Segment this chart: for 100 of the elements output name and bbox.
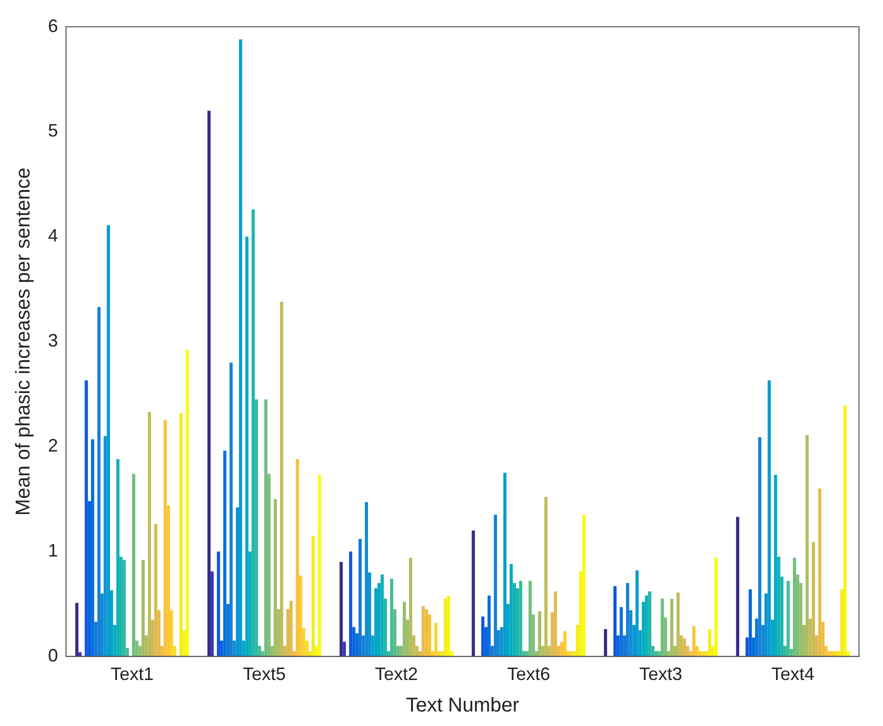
y-tick-label: 3 <box>48 330 58 351</box>
bar <box>179 412 183 656</box>
bar <box>122 560 126 656</box>
bar <box>106 225 110 656</box>
bar <box>548 646 551 656</box>
bar <box>692 626 696 656</box>
bar <box>424 609 428 656</box>
bar <box>349 551 352 656</box>
bar <box>783 646 787 656</box>
bar <box>541 646 544 656</box>
bar <box>422 606 425 656</box>
bar <box>516 588 520 656</box>
x-tick-label: Text1 <box>110 664 154 684</box>
y-tick-label: 0 <box>48 645 58 666</box>
bar <box>774 474 778 656</box>
bar <box>386 651 390 656</box>
bar <box>267 474 271 656</box>
bar <box>799 582 802 656</box>
bar <box>135 640 138 656</box>
bar <box>808 618 812 656</box>
bar <box>802 624 806 656</box>
bar <box>318 474 322 656</box>
bar <box>252 209 255 656</box>
bar <box>582 514 586 656</box>
bar <box>768 380 771 656</box>
bar <box>626 582 630 656</box>
bar <box>667 651 670 656</box>
bar <box>654 651 658 656</box>
y-tick-label: 6 <box>48 16 58 36</box>
bar <box>261 651 264 656</box>
bar <box>396 646 400 656</box>
bar <box>412 635 416 656</box>
bar <box>635 570 639 656</box>
bar <box>340 562 343 656</box>
bar <box>786 580 790 656</box>
bar <box>758 437 762 656</box>
x-tick-label: Text5 <box>242 664 286 684</box>
bar <box>446 596 450 656</box>
x-tick-label: Text3 <box>639 664 682 684</box>
bar <box>604 629 608 656</box>
bar <box>116 459 120 656</box>
bar <box>682 638 686 656</box>
bar <box>270 646 274 656</box>
bar <box>230 362 233 656</box>
bar <box>670 598 674 656</box>
bar <box>283 646 286 656</box>
bar <box>702 651 705 656</box>
bar <box>748 589 752 656</box>
x-tick-label: Text6 <box>507 664 550 684</box>
bar <box>151 620 154 656</box>
bar <box>312 536 315 656</box>
y-tick-label: 1 <box>48 540 58 560</box>
x-tick-label: Text2 <box>374 664 418 684</box>
bar <box>364 502 368 656</box>
bar <box>75 602 78 656</box>
bar <box>223 450 226 656</box>
bar <box>132 474 136 656</box>
bar <box>409 558 412 656</box>
y-tick-label: 2 <box>48 436 58 456</box>
y-axis-title: Mean of phasic increases per sentence <box>12 168 35 516</box>
bar <box>613 586 617 656</box>
bar <box>207 110 211 656</box>
bar <box>532 614 535 656</box>
x-tick-label: Text4 <box>771 664 814 684</box>
bar <box>402 602 406 656</box>
bar <box>342 642 346 656</box>
bar <box>280 302 284 656</box>
bar <box>544 496 548 656</box>
bar <box>525 651 529 656</box>
bar <box>510 564 513 656</box>
bar <box>258 646 262 656</box>
bar <box>806 434 809 656</box>
bar <box>148 412 152 656</box>
bar <box>119 556 123 656</box>
x-axis-title: Text Number <box>406 694 520 717</box>
bar <box>78 652 82 656</box>
bar <box>406 620 410 656</box>
bar <box>296 459 299 656</box>
bar <box>812 542 816 656</box>
bar <box>563 631 566 656</box>
bar <box>481 616 484 656</box>
bar <box>714 558 718 656</box>
bar <box>472 530 475 656</box>
bar <box>400 646 403 656</box>
bar <box>91 439 94 656</box>
bar <box>673 646 677 656</box>
bar <box>780 576 784 656</box>
bar <box>434 622 438 656</box>
bar <box>736 516 740 656</box>
bar <box>503 472 506 656</box>
bar <box>570 651 573 656</box>
bar <box>254 399 258 656</box>
bar <box>97 306 101 656</box>
bar <box>264 399 268 656</box>
bar <box>239 39 242 656</box>
bar <box>290 600 293 656</box>
y-tick-label: 4 <box>48 226 58 246</box>
bar <box>142 560 145 656</box>
y-tick-label: 5 <box>48 120 58 141</box>
bar <box>274 499 277 656</box>
